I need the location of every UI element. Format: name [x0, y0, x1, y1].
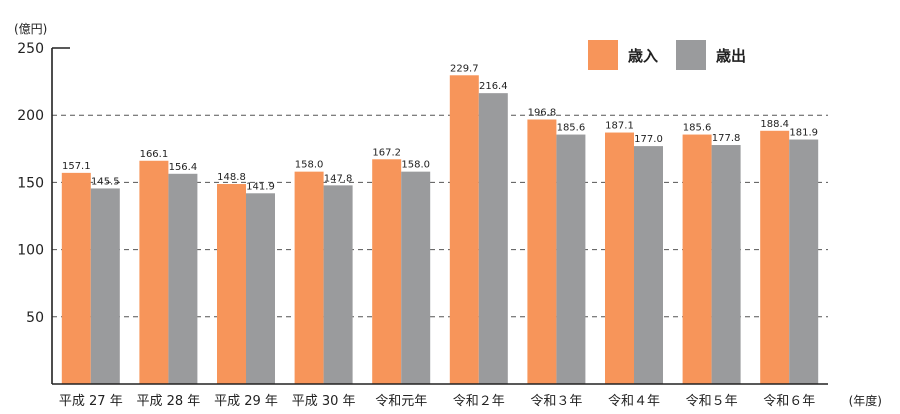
x-tick-label: 令和６年	[763, 394, 815, 409]
value-label: 185.6	[557, 123, 586, 134]
axes	[51, 47, 828, 385]
value-label: 185.6	[683, 123, 712, 134]
x-tick-label: 平成 28 年	[136, 394, 200, 409]
value-label: 166.1	[140, 149, 169, 160]
value-label: 177.0	[634, 134, 663, 145]
legend-label-expenditure: 歳出	[716, 46, 747, 65]
value-label: 229.7	[450, 63, 479, 74]
bar-revenue	[449, 75, 479, 384]
x-tick-label: 平成 27 年	[59, 394, 123, 409]
value-label: 158.0	[295, 160, 324, 171]
x-tick-label: 平成 30 年	[292, 394, 356, 409]
x-tick-label: 令和５年	[686, 394, 738, 409]
value-label: 157.1	[62, 161, 91, 172]
x-tick-label: 平成 29 年	[214, 394, 278, 409]
value-label: 148.8	[217, 172, 246, 183]
value-label: 188.4	[760, 119, 789, 130]
bars	[61, 75, 819, 385]
legend-item-expenditure: 歳出	[676, 40, 746, 70]
bar-revenue	[294, 171, 324, 384]
bar-revenue	[139, 160, 169, 384]
y-tick-label: 50	[26, 310, 44, 326]
bar-revenue	[217, 184, 246, 384]
bar-expenditure	[323, 185, 353, 384]
bar-revenue	[527, 119, 557, 385]
value-label: 158.0	[401, 160, 430, 171]
bar-revenue	[760, 130, 790, 384]
x-axis-unit: (年度)	[848, 394, 882, 408]
bar-revenue	[682, 134, 712, 384]
bar-revenue	[61, 172, 91, 384]
value-label: 177.8	[712, 133, 741, 144]
y-tick-label: 100	[17, 243, 44, 259]
x-tick-label: 令和２年	[453, 394, 505, 409]
bar-expenditure	[556, 134, 586, 384]
legend-swatch-expenditure	[676, 40, 707, 70]
legend: 歳入 歳出	[588, 40, 764, 70]
value-label: 187.1	[605, 121, 634, 132]
legend-swatch-revenue	[588, 40, 618, 70]
bar-revenue	[605, 132, 634, 384]
x-tick-label: 令和元年	[375, 394, 427, 409]
value-label: 156.4	[169, 162, 198, 173]
bar-expenditure	[634, 146, 663, 384]
bar-expenditure	[711, 145, 741, 384]
value-label: 196.8	[528, 108, 557, 119]
x-tick-label: 令和４年	[608, 394, 660, 409]
x-tick-labels: 平成 27 年平成 28 年平成 29 年平成 30 年 令和元年 令和２年 令和３年…	[59, 394, 815, 409]
value-label: 181.9	[789, 128, 818, 139]
y-axis-unit: (億円)	[14, 22, 48, 36]
y-tick-label: 250	[17, 41, 44, 57]
bar-expenditure	[478, 93, 508, 385]
bar-expenditure	[401, 171, 431, 384]
bar-revenue	[372, 159, 402, 384]
legend-label-revenue: 歳入	[628, 46, 659, 65]
value-label: 145.5	[91, 176, 120, 187]
legend-item-revenue: 歳入	[588, 40, 658, 70]
value-label: 216.4	[479, 81, 508, 92]
bar-expenditure	[90, 188, 120, 384]
bar-expenditure	[168, 173, 198, 384]
value-label: 141.9	[246, 181, 275, 192]
y-tick-label: 200	[17, 108, 44, 124]
value-label: 147.8	[324, 173, 353, 184]
y-tick-labels: 50 100 150 200 250	[17, 41, 44, 326]
x-tick-label: 令和３年	[530, 394, 582, 409]
bar-expenditure	[246, 193, 275, 384]
value-labels: 157.1145.5166.1156.4148.8141.9158.0147.8…	[62, 63, 818, 192]
bar-expenditure	[789, 139, 819, 384]
value-label: 167.2	[372, 147, 401, 158]
y-tick-label: 150	[17, 175, 44, 191]
